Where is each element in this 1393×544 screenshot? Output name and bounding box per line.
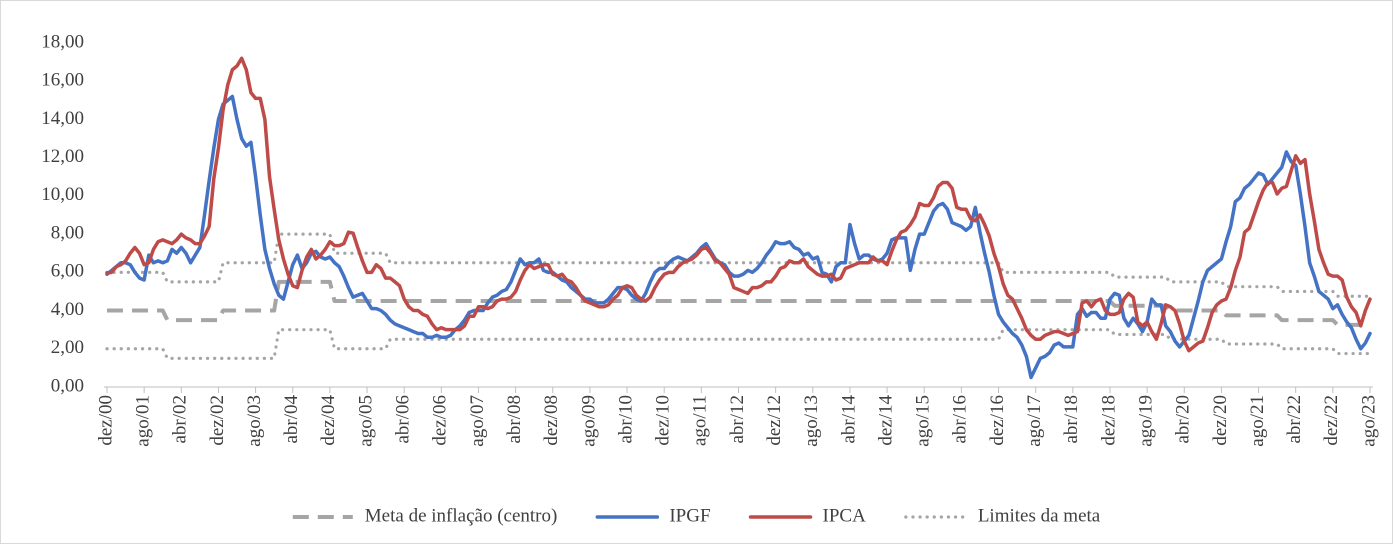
x-tick-label: ago/05 (355, 395, 376, 447)
x-tick-label: ago/01 (133, 395, 154, 447)
x-tick-label: dez/16 (987, 395, 1008, 446)
y-tick-label: 14,00 (41, 108, 84, 129)
x-tick-label: ago/09 (578, 395, 599, 447)
y-tick-label: 4,00 (51, 299, 84, 320)
y-tick-label: 0,00 (51, 375, 84, 396)
x-tick-label: abr/22 (1284, 395, 1305, 444)
series-line (105, 328, 1372, 360)
y-tick-label: 6,00 (51, 261, 84, 282)
x-tick-label: ago/21 (1247, 395, 1268, 447)
x-tick-label: ago/13 (801, 395, 822, 447)
y-tick-label: 12,00 (41, 146, 84, 167)
legend: Meta de inflação (centro) IPGF IPCA Limites… (292, 505, 1101, 526)
x-tick-label: dez/20 (1210, 395, 1231, 446)
series-line (105, 94, 1372, 380)
x-tick-label: dez/14 (875, 395, 896, 446)
x-tick-label: ago/07 (467, 395, 488, 447)
x-tick-label: ago/19 (1135, 395, 1156, 447)
x-tick-label: abr/20 (1173, 395, 1194, 444)
x-tick-label: abr/08 (504, 395, 525, 444)
x-tick-label: dez/18 (1098, 395, 1119, 446)
x-tick-label: abr/12 (727, 395, 748, 444)
x-tick-label: abr/06 (393, 395, 414, 444)
y-tick-label: 10,00 (41, 184, 84, 205)
legend-label: Meta de inflação (centro) (365, 505, 558, 526)
x-tick-label: abr/16 (950, 395, 971, 444)
x-tick-label: ago/11 (690, 395, 711, 446)
x-tick-label: ago/17 (1024, 395, 1045, 447)
x-tick-label: ago/03 (244, 395, 265, 447)
x-tick-label: ago/23 (1358, 395, 1379, 447)
y-tick-label: 8,00 (51, 222, 84, 243)
legend-label: IPCA (823, 505, 867, 526)
y-tick-label: 16,00 (41, 70, 84, 91)
x-tick-label: dez/10 (653, 395, 674, 446)
x-tick-label: abr/10 (615, 395, 636, 444)
y-tick-label: 2,00 (51, 337, 84, 358)
x-tick-label: dez/04 (318, 395, 339, 446)
legend-label: Limites da meta (978, 505, 1101, 526)
legend-label: IPGF (669, 505, 710, 526)
x-tick-label: dez/12 (764, 395, 785, 446)
x-tick-label: dez/08 (541, 395, 562, 446)
x-tick-label: dez/00 (95, 395, 116, 446)
series-line (105, 56, 1372, 353)
x-tick-label: dez/22 (1321, 395, 1342, 446)
series-line (105, 232, 1372, 298)
x-tick-label: ago/15 (913, 395, 934, 447)
x-tick-label: dez/06 (430, 395, 451, 446)
x-tick-label: abr/04 (281, 395, 302, 444)
x-tick-label: dez/02 (207, 395, 228, 446)
x-tick-label: abr/14 (838, 395, 859, 444)
x-tick-label: abr/02 (170, 395, 191, 444)
x-tick-label: abr/18 (1061, 395, 1082, 444)
y-tick-label: 18,00 (41, 31, 84, 52)
